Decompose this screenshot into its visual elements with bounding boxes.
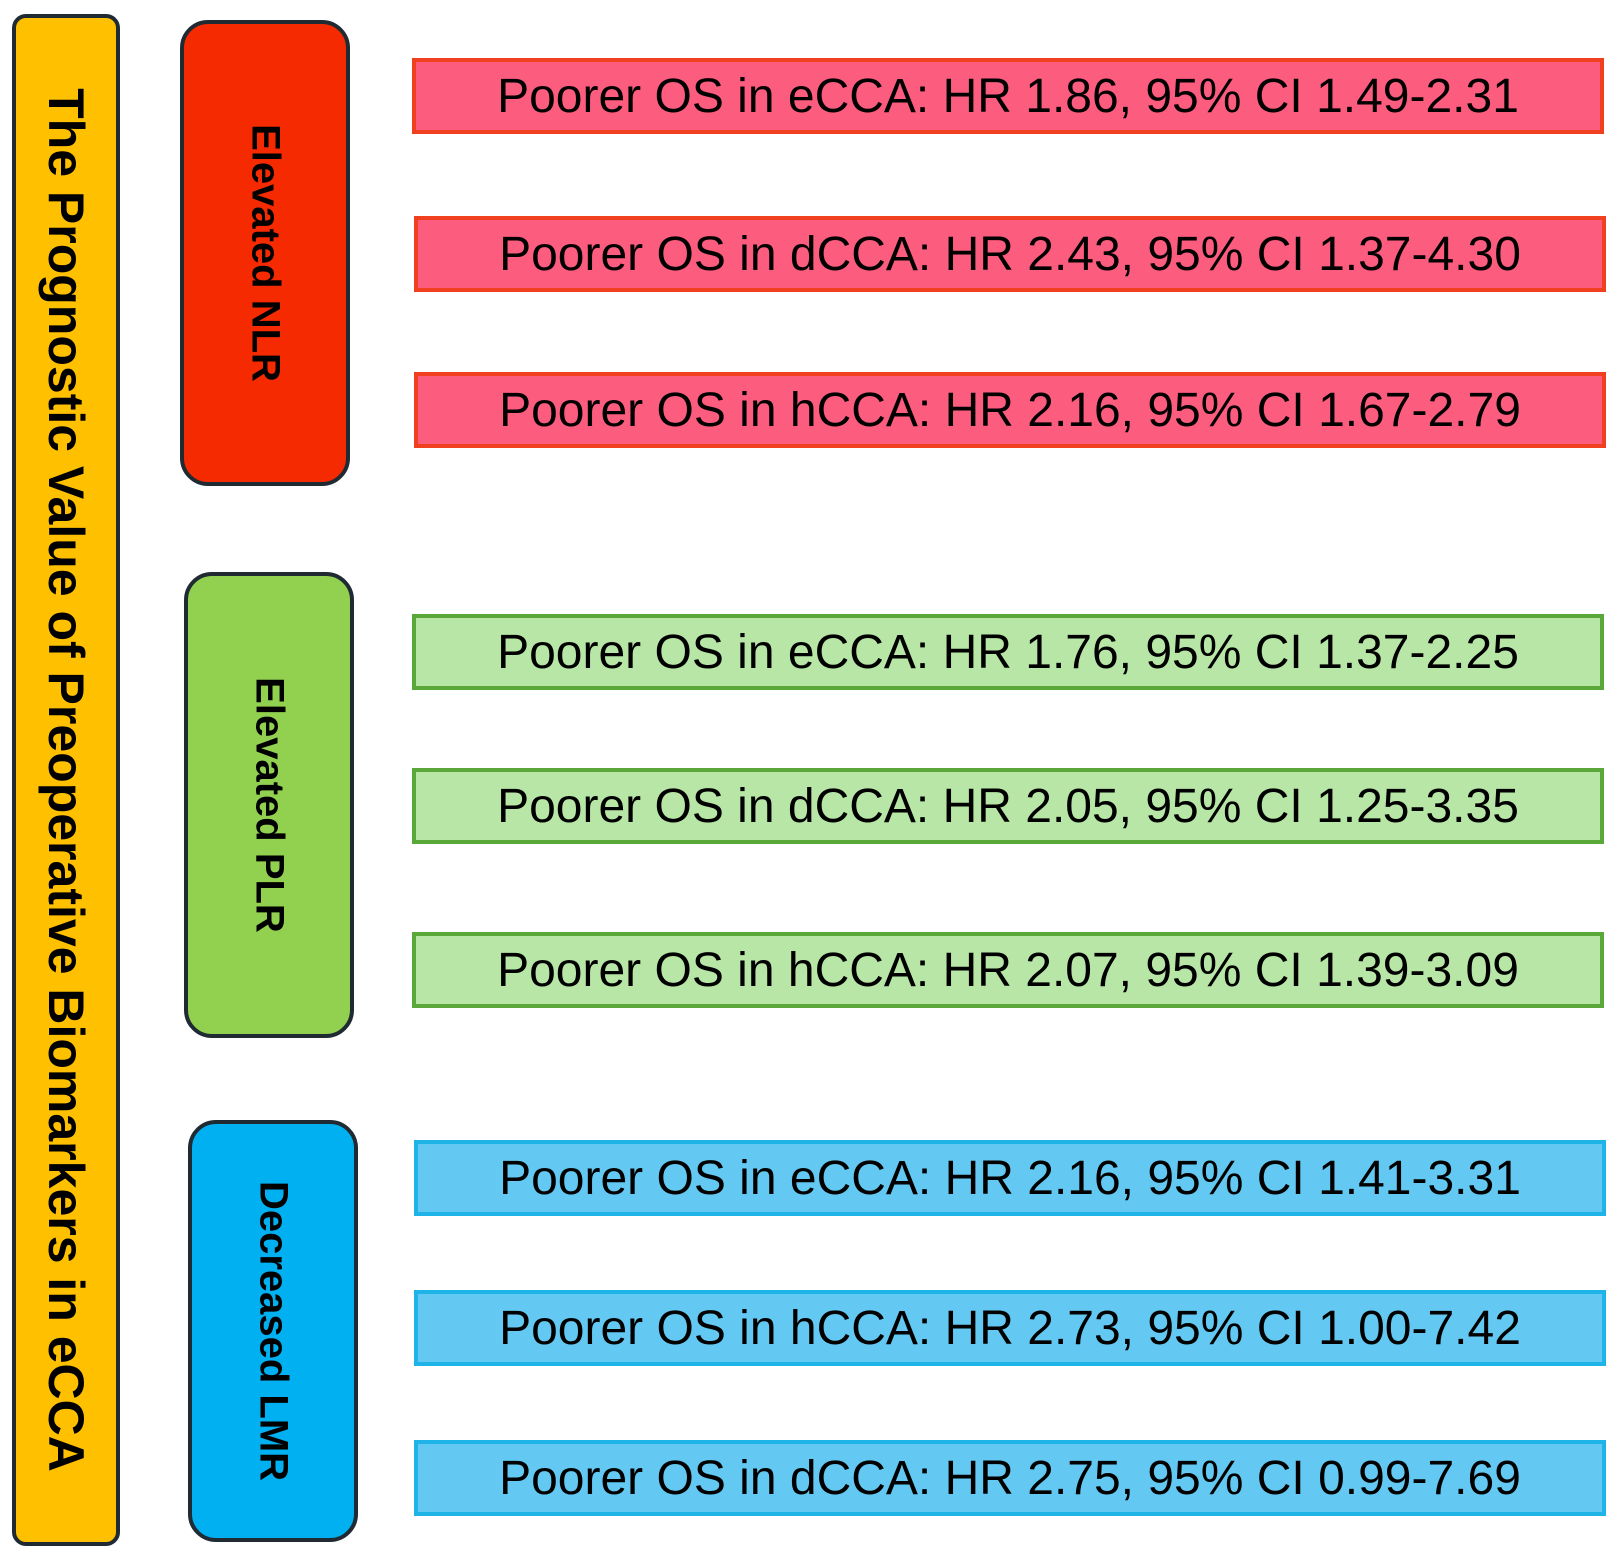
- finding-plr-hcca: Poorer OS in hCCA: HR 2.07, 95% CI 1.39-…: [412, 932, 1604, 1008]
- title-box: The Prognostic Value of Preoperative Bio…: [12, 14, 120, 1546]
- finding-lmr-ecca: Poorer OS in eCCA: HR 2.16, 95% CI 1.41-…: [414, 1140, 1606, 1216]
- group-label-nlr: Elevated NLR: [243, 124, 288, 382]
- finding-nlr-ecca: Poorer OS in eCCA: HR 1.86, 95% CI 1.49-…: [412, 58, 1604, 134]
- group-box-nlr: Elevated NLR: [180, 20, 350, 486]
- diagram-title: The Prognostic Value of Preoperative Bio…: [38, 88, 94, 1472]
- group-box-plr: Elevated PLR: [184, 572, 354, 1038]
- group-box-lmr: Decreased LMR: [188, 1120, 358, 1542]
- group-label-plr: Elevated PLR: [247, 677, 292, 933]
- finding-nlr-hcca: Poorer OS in hCCA: HR 2.16, 95% CI 1.67-…: [414, 372, 1606, 448]
- finding-nlr-dcca: Poorer OS in dCCA: HR 2.43, 95% CI 1.37-…: [414, 216, 1606, 292]
- finding-plr-dcca: Poorer OS in dCCA: HR 2.05, 95% CI 1.25-…: [412, 768, 1604, 844]
- finding-plr-ecca: Poorer OS in eCCA: HR 1.76, 95% CI 1.37-…: [412, 614, 1604, 690]
- group-label-lmr: Decreased LMR: [251, 1180, 296, 1482]
- finding-lmr-dcca: Poorer OS in dCCA: HR 2.75, 95% CI 0.99-…: [414, 1440, 1606, 1516]
- finding-lmr-hcca: Poorer OS in hCCA: HR 2.73, 95% CI 1.00-…: [414, 1290, 1606, 1366]
